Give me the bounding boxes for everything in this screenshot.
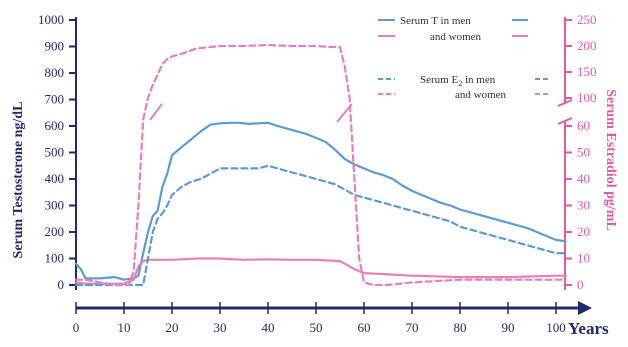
legend-item-2-base: Serum E bbox=[420, 74, 458, 86]
x-tick-label: 80 bbox=[454, 320, 467, 335]
legend: Serum T in men and women Serum E2 in men… bbox=[378, 15, 550, 101]
y-tick-label-right: 50 bbox=[577, 145, 590, 160]
y-axis-right-break-mark bbox=[557, 117, 573, 125]
y-tick-label-left: 900 bbox=[45, 39, 65, 54]
y-tick-label-left: 400 bbox=[45, 171, 65, 186]
y-tick-label-left: 600 bbox=[45, 118, 65, 133]
y-tick-label-left: 300 bbox=[45, 198, 65, 213]
x-tick-label: 40 bbox=[262, 320, 275, 335]
x-axis-title: Years bbox=[568, 319, 609, 338]
y-axis-title-left: Serum Testosterone ng/dL bbox=[11, 102, 26, 259]
x-tick-label: 30 bbox=[214, 320, 227, 335]
y-axis-title-right: Serum Estradiol pg/mL bbox=[603, 89, 618, 231]
x-axis-arrowhead bbox=[578, 301, 592, 315]
y-tick-label-right: 250 bbox=[577, 12, 597, 27]
y-tick-label-left: 800 bbox=[45, 65, 65, 80]
legend-item-1-line1: Serum T in men bbox=[400, 15, 471, 27]
y-tick-label-right: 20 bbox=[577, 224, 590, 239]
legend-item-1-line2: and women bbox=[430, 31, 482, 43]
series-line-serum-e2-in-men bbox=[74, 164, 567, 287]
y-tick-label-left: 500 bbox=[45, 145, 65, 160]
y-tick-label-right: 40 bbox=[577, 171, 590, 186]
series-line-serum-t-in-men bbox=[74, 121, 567, 281]
legend-item-2-suffix: in men bbox=[462, 74, 495, 86]
legend-item-2-line2: and women bbox=[455, 89, 507, 101]
y-tick-label-left: 200 bbox=[45, 224, 65, 239]
legend-item-2-line1: Serum E2 in men bbox=[420, 74, 496, 88]
x-tick-label: 60 bbox=[358, 320, 371, 335]
y-tick-label-right: 30 bbox=[577, 198, 590, 213]
y-tick-label-left: 100 bbox=[45, 251, 65, 266]
series-line-serum-t-in-women bbox=[74, 257, 567, 285]
y-tick-label-left: 700 bbox=[45, 92, 65, 107]
y-axis-right-break-mark bbox=[557, 99, 573, 107]
series-break-mark bbox=[149, 103, 163, 121]
series-break-gap bbox=[152, 108, 168, 126]
y-tick-label-right: 0 bbox=[577, 277, 584, 292]
axes-layer: 0100200300400500600700800900100001020304… bbox=[38, 12, 597, 335]
series-break-gap bbox=[339, 108, 358, 128]
y-tick-label-right: 150 bbox=[577, 64, 597, 79]
y-tick-label-right: 200 bbox=[577, 38, 597, 53]
x-tick-label: 0 bbox=[73, 320, 80, 335]
x-tick-label: 10 bbox=[118, 320, 131, 335]
x-tick-label: 70 bbox=[406, 320, 419, 335]
legend-item-2-sub: 2 bbox=[458, 79, 462, 88]
x-tick-label: 50 bbox=[310, 320, 323, 335]
x-tick-label: 90 bbox=[502, 320, 515, 335]
series-line-serum-e2-in-women bbox=[74, 43, 567, 287]
x-tick-label: 20 bbox=[166, 320, 179, 335]
series-layer bbox=[74, 43, 567, 287]
y-tick-label-left: 1000 bbox=[38, 12, 64, 27]
y-tick-label-right: 100 bbox=[577, 90, 597, 105]
y-tick-label-left: 0 bbox=[58, 277, 65, 292]
y-tick-label-right: 60 bbox=[577, 118, 590, 133]
y-tick-label-right: 10 bbox=[577, 251, 590, 266]
x-tick-label: 100 bbox=[546, 320, 566, 335]
